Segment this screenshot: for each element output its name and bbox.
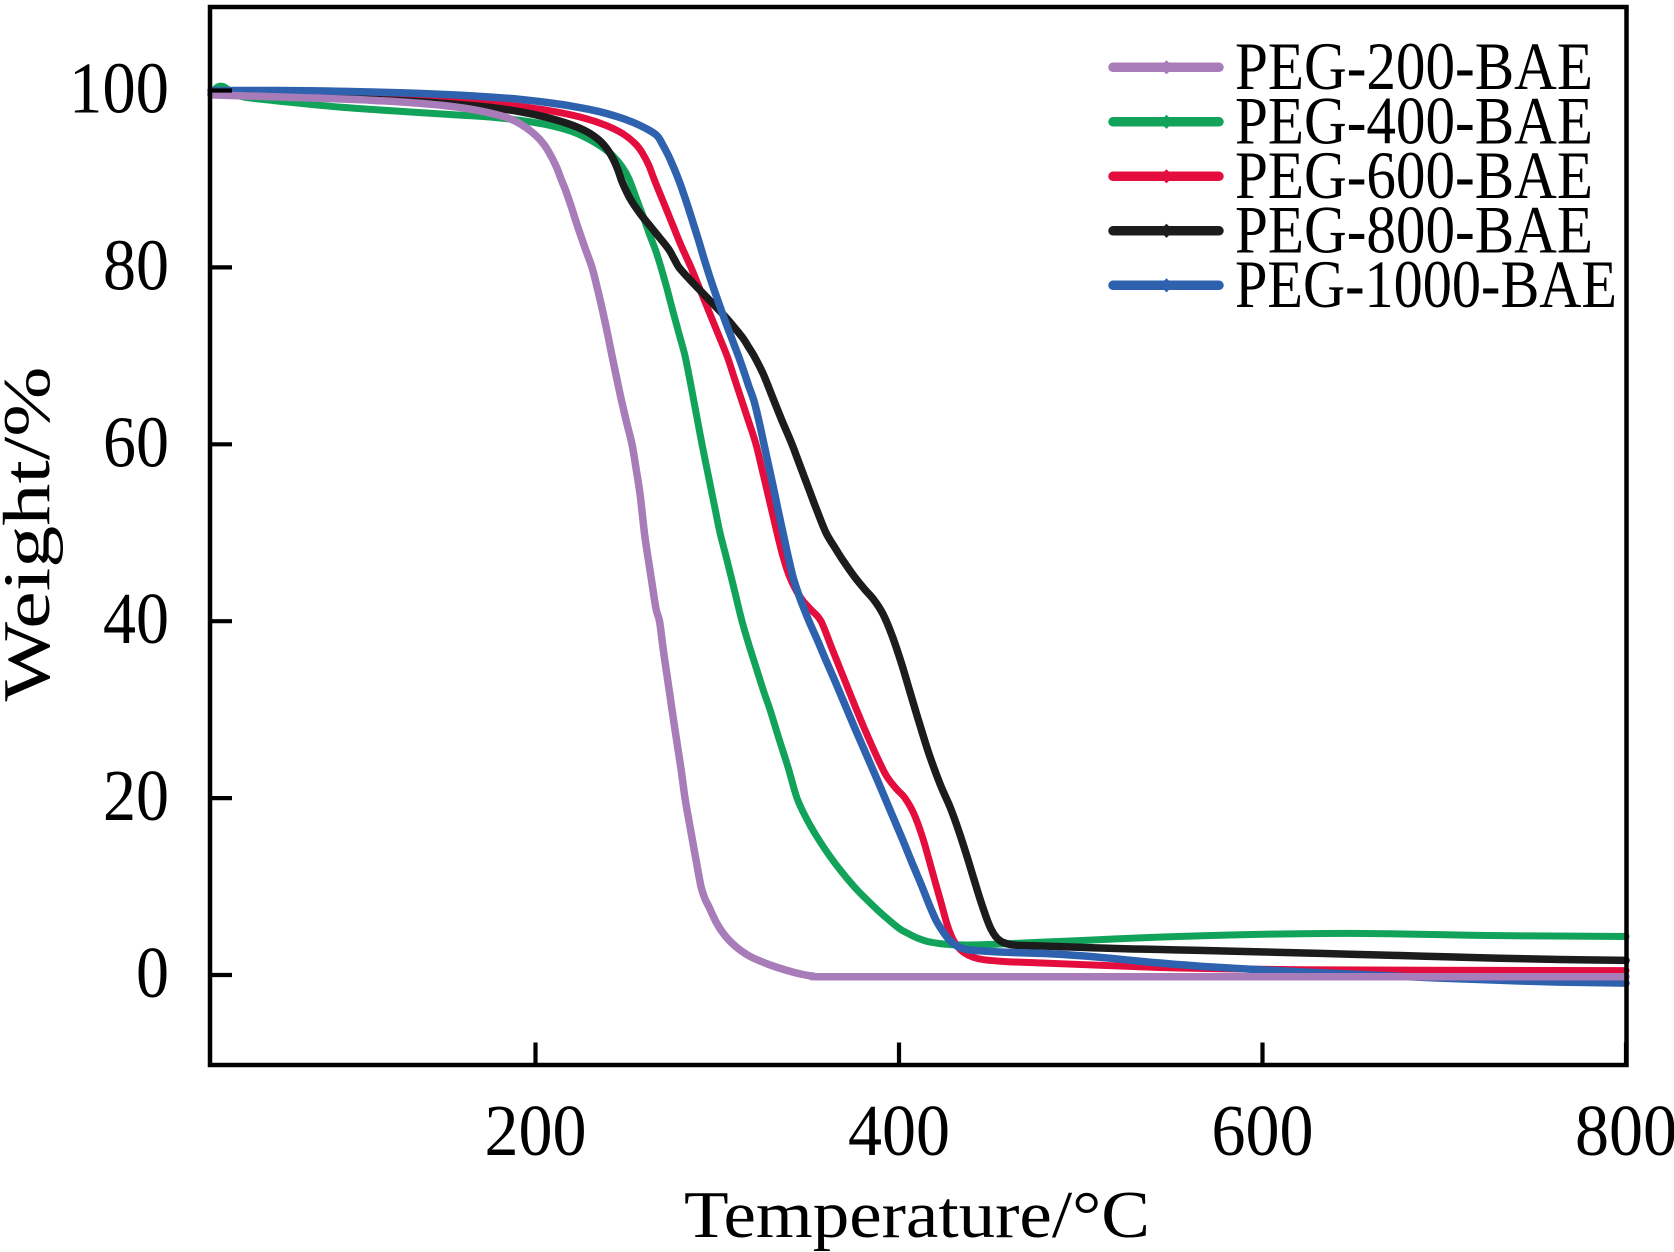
svg-text:200: 200 — [485, 1090, 587, 1171]
svg-text:800: 800 — [1575, 1090, 1674, 1171]
svg-text:Weight/%: Weight/% — [0, 367, 64, 702]
svg-text:PEG-600-BAE: PEG-600-BAE — [1235, 137, 1593, 213]
svg-text:60: 60 — [103, 401, 169, 482]
svg-text:PEG-1000-BAE: PEG-1000-BAE — [1235, 246, 1617, 322]
svg-text:40: 40 — [103, 578, 169, 659]
svg-text:400: 400 — [848, 1090, 950, 1171]
svg-text:80: 80 — [103, 224, 169, 305]
svg-text:PEG-800-BAE: PEG-800-BAE — [1235, 192, 1593, 268]
svg-text:Temperature/°C: Temperature/°C — [684, 1178, 1150, 1252]
svg-text:600: 600 — [1212, 1090, 1314, 1171]
svg-text:PEG-200-BAE: PEG-200-BAE — [1235, 28, 1593, 104]
svg-text:100: 100 — [69, 48, 169, 129]
svg-text:PEG-400-BAE: PEG-400-BAE — [1235, 83, 1593, 159]
svg-text:0: 0 — [136, 932, 169, 1013]
svg-text:20: 20 — [103, 755, 169, 836]
